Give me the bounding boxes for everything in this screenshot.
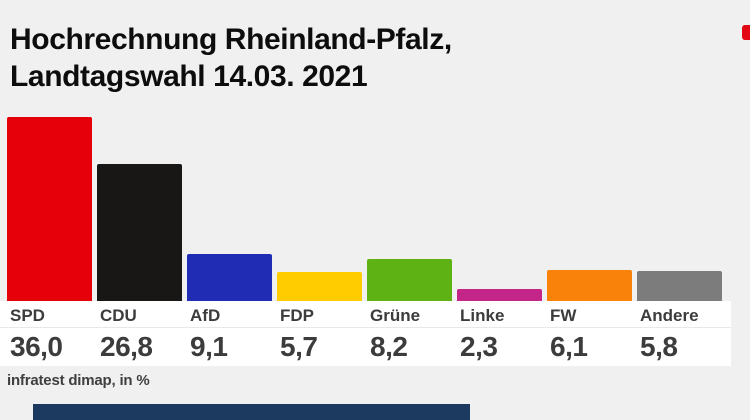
bar-Grüne (367, 259, 452, 301)
party-value-Andere: 5,8 (640, 331, 678, 362)
party-label-Linke: Linke (460, 306, 505, 325)
bar-FW (547, 270, 632, 301)
party-value-FDP: 5,7 (280, 331, 318, 362)
bar-Linke (457, 289, 542, 301)
party-label-Grüne: Grüne (370, 306, 421, 325)
bottom-banner (33, 404, 470, 420)
party-label-AfD: AfD (190, 306, 221, 325)
party-label-SPD: SPD (10, 306, 45, 325)
bar-FDP (277, 272, 362, 301)
party-label-CDU: CDU (100, 306, 137, 325)
party-label-FW: FW (550, 306, 577, 325)
bar-CDU (97, 164, 182, 301)
party-label-Andere: Andere (640, 306, 699, 325)
party-label-FDP: FDP (280, 306, 314, 325)
party-value-AfD: 9,1 (190, 331, 228, 362)
chart-title: Hochrechnung Rheinland-Pfalz, Landtagswa… (10, 21, 452, 95)
bar-Andere (637, 271, 722, 301)
edge-marker-icon (742, 25, 750, 40)
bar-AfD (187, 254, 272, 301)
party-value-Linke: 2,3 (460, 331, 498, 362)
party-value-CDU: 26,8 (100, 331, 153, 362)
label-strip (0, 301, 731, 366)
party-value-FW: 6,1 (550, 331, 588, 362)
chart-title-line2: Landtagswahl 14.03. 2021 (10, 60, 368, 93)
strip-divider (0, 327, 731, 328)
party-value-SPD: 36,0 (10, 331, 63, 362)
chart-title-line1: Hochrechnung Rheinland-Pfalz, (10, 23, 452, 56)
party-value-Grüne: 8,2 (370, 331, 408, 362)
source-note: infratest dimap, in % (7, 372, 150, 389)
bar-SPD (7, 117, 92, 301)
